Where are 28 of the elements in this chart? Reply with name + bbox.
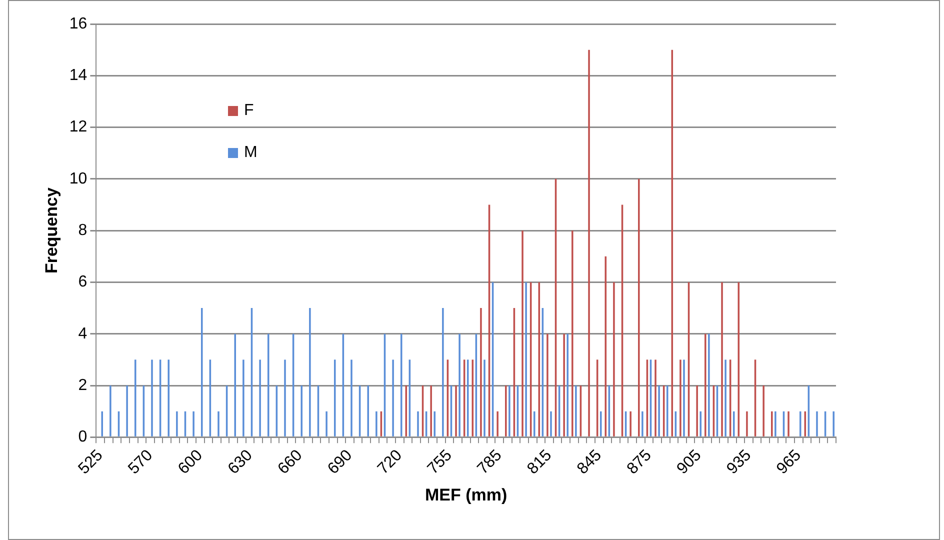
x-tick-label: 600 bbox=[175, 446, 206, 478]
x-tick-label: 965 bbox=[774, 446, 805, 478]
x-tick-label: 630 bbox=[225, 446, 256, 478]
y-tick-label: 8 bbox=[78, 222, 88, 239]
x-tick-label: 720 bbox=[374, 446, 406, 478]
legend-label: F bbox=[244, 102, 254, 120]
x-axis-title: MEF (mm) bbox=[425, 485, 508, 504]
x-tick-label: 570 bbox=[125, 446, 156, 478]
y-tick-label: 14 bbox=[69, 67, 88, 84]
y-tick-label: 2 bbox=[78, 376, 88, 394]
x-tick-label: 755 bbox=[424, 446, 456, 478]
x-tick-label: 905 bbox=[674, 446, 705, 478]
y-tick-label: 4 bbox=[78, 325, 88, 342]
x-tick-label: 785 bbox=[474, 446, 506, 478]
x-tick-label: 815 bbox=[524, 446, 556, 478]
y-tick-label: 12 bbox=[69, 118, 88, 136]
x-tick-label: 525 bbox=[75, 446, 106, 478]
y-tick-label: 16 bbox=[69, 15, 88, 32]
x-tick-label: 935 bbox=[724, 446, 755, 478]
y-tick-label: 6 bbox=[78, 274, 88, 291]
x-tick-label: 690 bbox=[324, 446, 356, 478]
x-tick-label: 660 bbox=[274, 446, 306, 478]
y-axis-title: Frequency bbox=[42, 187, 61, 274]
x-tick-label: 875 bbox=[624, 446, 655, 478]
x-tick-label: 845 bbox=[574, 446, 606, 478]
legend-label: M bbox=[244, 144, 258, 162]
y-tick-label: 0 bbox=[78, 428, 88, 446]
y-tick-label: 10 bbox=[69, 170, 88, 188]
